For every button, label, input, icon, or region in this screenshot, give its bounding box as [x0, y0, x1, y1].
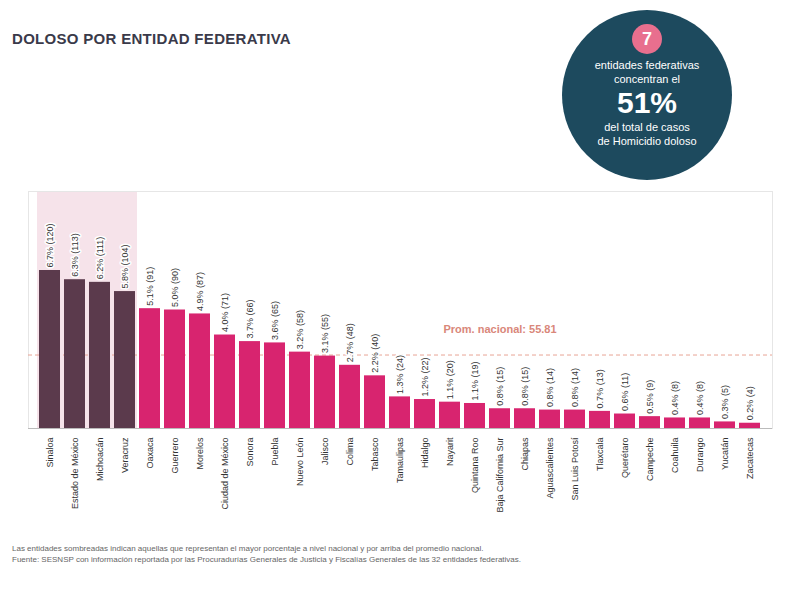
svg-text:0.6% (11): 0.6% (11): [620, 373, 630, 411]
html-text:Las entidades sombreadas indic: Las entidades sombreadas indican aquella…: [12, 544, 484, 553]
svg-text:0.8% (15): 0.8% (15): [520, 367, 530, 406]
svg-text:3.2% (58): 3.2% (58): [295, 310, 305, 349]
svg-text:Aguascalientes: Aguascalientes: [545, 437, 555, 499]
svg-text:6.7% (120): 6.7% (120): [45, 223, 55, 267]
html-text:DOLOSO POR ENTIDAD FEDERATIVA: DOLOSO POR ENTIDAD FEDERATIVA: [12, 30, 291, 47]
html-text:7: 7: [642, 29, 652, 49]
svg-text:0.7% (13): 0.7% (13): [595, 369, 605, 408]
svg-text:Chiapas: Chiapas: [520, 437, 530, 471]
svg-text:3.1% (55): 3.1% (55): [320, 314, 330, 353]
svg-text:0.4% (8): 0.4% (8): [695, 381, 705, 415]
svg-text:Tlaxcala: Tlaxcala: [595, 438, 605, 472]
svg-text:6.2% (111): 6.2% (111): [95, 237, 105, 280]
svg-text:0.3% (5): 0.3% (5): [720, 385, 730, 419]
svg-text:Zacatecas: Zacatecas: [745, 437, 755, 479]
html-text:concentran el: concentran el: [614, 73, 680, 85]
svg-text:Prom. nacional: 55.81: Prom. nacional: 55.81: [443, 323, 556, 335]
svg-text:Morelos: Morelos: [195, 437, 205, 470]
svg-text:5.0% (90): 5.0% (90): [170, 268, 180, 307]
svg-text:Tabasco: Tabasco: [370, 438, 380, 472]
svg-text:0.5% (9): 0.5% (9): [645, 380, 655, 414]
svg-text:Durango: Durango: [695, 438, 705, 473]
svg-text:1.1% (19): 1.1% (19): [470, 361, 480, 400]
svg-text:Tamaulipas: Tamaulipas: [395, 437, 405, 483]
svg-text:Michoacán: Michoacán: [95, 438, 105, 482]
svg-text:Hidalgo: Hidalgo: [420, 438, 430, 469]
svg-text:3.7% (66): 3.7% (66): [245, 300, 255, 339]
svg-text:Sonora: Sonora: [245, 438, 255, 467]
svg-text:0.8% (14): 0.8% (14): [545, 368, 555, 407]
svg-text:San Luis Potosí: San Luis Potosí: [570, 437, 580, 501]
svg-text:Baja California Sur: Baja California Sur: [495, 438, 505, 513]
html-text:de Homicidio doloso: de Homicidio doloso: [597, 135, 697, 147]
svg-text:Yucatán: Yucatán: [720, 438, 730, 471]
svg-text:Guerrero: Guerrero: [170, 438, 180, 474]
svg-text:Veracruz: Veracruz: [120, 437, 130, 473]
svg-text:Querétaro: Querétaro: [620, 438, 630, 479]
svg-text:5.1% (91): 5.1% (91): [145, 267, 155, 306]
svg-text:3.6% (65): 3.6% (65): [270, 301, 280, 340]
svg-text:0.8% (15): 0.8% (15): [495, 367, 505, 406]
svg-text:1.2% (22): 1.2% (22): [420, 358, 430, 397]
svg-text:Ciudad de México: Ciudad de México: [220, 438, 230, 510]
svg-text:1.1% (20): 1.1% (20): [445, 360, 455, 399]
svg-text:Colima: Colima: [345, 438, 355, 466]
svg-text:Nayarit: Nayarit: [445, 437, 455, 466]
svg-text:2.2% (40): 2.2% (40): [370, 334, 380, 373]
svg-text:4.0% (71): 4.0% (71): [220, 293, 230, 332]
html-text:entidades federativas: entidades federativas: [594, 59, 700, 71]
svg-text:Coahuila: Coahuila: [670, 438, 680, 474]
svg-text:Jalisco: Jalisco: [320, 438, 330, 466]
svg-text:Sinaloa: Sinaloa: [45, 438, 55, 468]
svg-text:Quintana Roo: Quintana Roo: [470, 438, 480, 494]
svg-text:Campeche: Campeche: [645, 438, 655, 482]
svg-text:4.9% (87): 4.9% (87): [195, 272, 205, 311]
svg-text:Nuevo León: Nuevo León: [295, 438, 305, 487]
svg-text:0.8% (14): 0.8% (14): [570, 368, 580, 407]
svg-text:Puebla: Puebla: [270, 438, 280, 466]
svg-text:0.2% (4): 0.2% (4): [745, 386, 755, 420]
svg-text:Oaxaca: Oaxaca: [145, 438, 155, 469]
html-text:51%: 51%: [617, 86, 677, 119]
svg-text:6.3% (113): 6.3% (113): [70, 233, 80, 276]
svg-text:2.7% (48): 2.7% (48): [345, 323, 355, 362]
svg-text:0.4% (8): 0.4% (8): [670, 381, 680, 415]
svg-text:5.8% (104): 5.8% (104): [120, 245, 130, 289]
svg-text:Estado de México: Estado de México: [70, 438, 80, 510]
svg-text:1.3% (24): 1.3% (24): [395, 355, 405, 394]
html-text:del total de casos: del total de casos: [604, 121, 690, 133]
html-text:Fuente: SESNSP con información: Fuente: SESNSP con información reportada…: [12, 555, 521, 564]
